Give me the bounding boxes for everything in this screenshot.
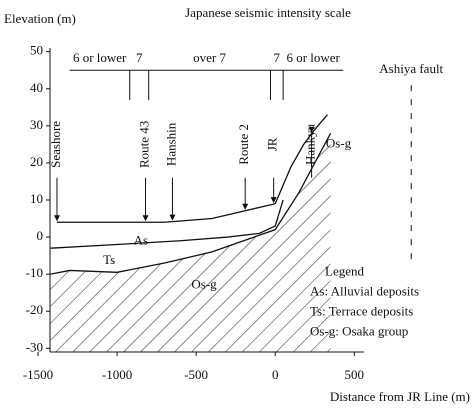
intensity-label: 6 or lower bbox=[286, 50, 340, 65]
x-tick-label: 500 bbox=[345, 367, 365, 382]
arrow-head bbox=[242, 204, 248, 210]
legend-title: Legend bbox=[325, 263, 364, 278]
x-tick-label: -1000 bbox=[102, 367, 132, 382]
stratum-label: As bbox=[134, 233, 148, 248]
y-tick-label: 30 bbox=[30, 117, 43, 132]
intensity-label: 7 bbox=[136, 50, 143, 65]
intensity-label: 6 or lower bbox=[73, 50, 127, 65]
stratum-label: Ts bbox=[103, 252, 115, 267]
chart-title: Japanese seismic intensity scale bbox=[185, 5, 351, 20]
x-tick-label: -1500 bbox=[23, 367, 53, 382]
arrow-head bbox=[143, 215, 149, 221]
y-tick-label: 40 bbox=[30, 80, 43, 95]
x-tick-label: 0 bbox=[272, 367, 279, 382]
y-tick-label: -20 bbox=[26, 302, 43, 317]
x-tick-label: -500 bbox=[184, 367, 208, 382]
y-tick-label: 50 bbox=[30, 43, 43, 58]
arrow-head bbox=[54, 215, 60, 221]
y-tick-label: 0 bbox=[37, 228, 44, 243]
landmark-label: Route 2 bbox=[236, 124, 251, 165]
stratum-label: Os-g bbox=[191, 276, 217, 291]
arrow-head bbox=[169, 215, 175, 221]
intensity-label: over 7 bbox=[193, 50, 226, 65]
y-axis-label: Elevation (m) bbox=[4, 11, 76, 26]
stratum-label: Os-g bbox=[326, 135, 352, 150]
fault-label: Ashiya fault bbox=[379, 61, 443, 76]
legend-entry: As: Alluvial deposits bbox=[310, 284, 419, 299]
boundary-line bbox=[57, 115, 327, 223]
legend-entry: Os-g: Osaka group bbox=[310, 324, 408, 339]
y-tick-label: -30 bbox=[26, 339, 43, 354]
landmark-label: Seashore bbox=[48, 121, 63, 168]
landmark-label: JR bbox=[265, 137, 280, 151]
os-g-area bbox=[51, 133, 331, 352]
landmark-label: Hanshin bbox=[163, 122, 178, 166]
intensity-label: 7 bbox=[274, 50, 281, 65]
y-tick-label: -10 bbox=[26, 265, 43, 280]
chart: Japanese seismic intensity scale Elevati… bbox=[0, 0, 474, 408]
legend-entry: Ts: Terrace deposits bbox=[310, 304, 413, 319]
landmark-label: Route 43 bbox=[137, 121, 152, 168]
x-axis-label: Distance from JR Line (m) bbox=[330, 389, 470, 404]
y-tick-label: 20 bbox=[30, 154, 43, 169]
y-tick-label: 10 bbox=[30, 191, 43, 206]
